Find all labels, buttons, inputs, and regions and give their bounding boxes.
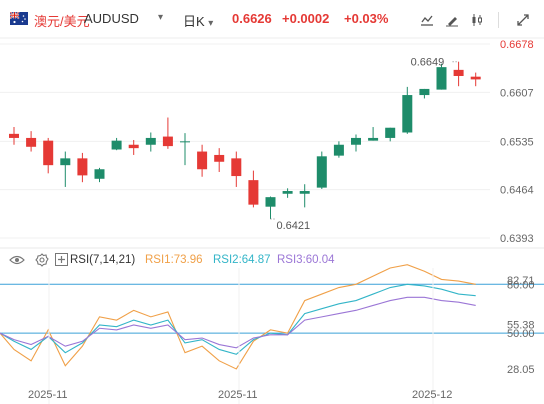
indicator-button[interactable] bbox=[416, 10, 438, 30]
candle-body[interactable] bbox=[197, 151, 208, 170]
rsi-tick-label: 50.00 bbox=[507, 328, 535, 340]
candle-body[interactable] bbox=[436, 67, 447, 90]
candle-body[interactable] bbox=[453, 69, 464, 76]
last-price: 0.6626 bbox=[232, 11, 272, 26]
candle-body[interactable] bbox=[9, 133, 19, 138]
rsi1-value: RSI1:73.96 bbox=[145, 254, 203, 266]
price-tick-label: 0.6678 bbox=[500, 39, 534, 51]
rsi-tick-label: 55.38 bbox=[507, 319, 535, 331]
candle-body[interactable] bbox=[128, 144, 139, 149]
candle-body[interactable] bbox=[26, 137, 37, 147]
candle-body[interactable] bbox=[231, 158, 242, 177]
candle-body[interactable] bbox=[299, 191, 310, 194]
gear-icon[interactable] bbox=[35, 253, 49, 267]
candle-body[interactable] bbox=[265, 197, 276, 207]
candle-body[interactable] bbox=[470, 76, 481, 80]
period-dropdown-caret: ▾ bbox=[208, 18, 214, 29]
candle-body[interactable] bbox=[111, 140, 122, 150]
indicator-legend: RSI(7,14,21) RSI1:73.96 RSI2:64.87 RSI3:… bbox=[0, 251, 544, 269]
candle-body[interactable] bbox=[94, 169, 105, 179]
candle-body[interactable] bbox=[316, 156, 327, 188]
rsi2-value: RSI2:64.87 bbox=[213, 254, 271, 266]
price-change: +0.0002 bbox=[282, 11, 330, 26]
candle-body[interactable] bbox=[60, 158, 71, 166]
candle-body[interactable] bbox=[282, 191, 293, 194]
candle-body[interactable] bbox=[333, 144, 344, 156]
indicator-name: RSI(7,14,21) bbox=[70, 254, 136, 266]
candle-body[interactable] bbox=[145, 137, 156, 145]
candle-body[interactable] bbox=[77, 158, 88, 176]
candle-body[interactable] bbox=[351, 137, 361, 145]
symbol-code[interactable]: AUDUSD bbox=[84, 11, 139, 26]
price-tick-label: 0.6535 bbox=[500, 136, 534, 148]
price-tick-label: 0.6393 bbox=[500, 233, 534, 245]
low-price-note: 0.6421 bbox=[277, 220, 311, 232]
australia-flag-icon bbox=[10, 12, 28, 25]
rsi-tick-label: 28.05 bbox=[507, 364, 535, 376]
indicator-icon bbox=[421, 15, 433, 26]
period-selector[interactable]: 日K ▾ bbox=[183, 11, 213, 30]
x-axis-label: 2025-11 bbox=[218, 389, 258, 401]
x-axis-label: 2025-12 bbox=[412, 389, 452, 401]
candle-body[interactable] bbox=[248, 180, 259, 205]
candle-body[interactable] bbox=[368, 137, 379, 141]
candle-body[interactable] bbox=[419, 88, 430, 96]
candle-body[interactable] bbox=[214, 154, 225, 162]
candle-body[interactable] bbox=[162, 136, 173, 147]
rsi2-line bbox=[0, 283, 476, 355]
add-indicator-icon[interactable] bbox=[55, 253, 68, 266]
fullscreen-icon bbox=[517, 14, 529, 26]
draw-icon bbox=[446, 17, 458, 27]
draw-button[interactable] bbox=[441, 10, 463, 30]
rsi3-value: RSI3:60.04 bbox=[277, 254, 335, 266]
candle-body[interactable] bbox=[402, 95, 413, 133]
rsi3-line bbox=[0, 296, 476, 349]
candle-body[interactable] bbox=[180, 141, 190, 143]
high-price-note: 0.6649 bbox=[411, 57, 445, 69]
candle-body[interactable] bbox=[385, 127, 396, 138]
candle-type-button[interactable] bbox=[466, 10, 488, 30]
toolbar-divider bbox=[498, 12, 499, 28]
price-tick-label: 0.6464 bbox=[500, 185, 534, 197]
candle-type-icon bbox=[472, 14, 482, 26]
price-change-percent: +0.03% bbox=[344, 11, 389, 26]
rsi-tick-label: 80.00 bbox=[507, 279, 535, 291]
x-axis-label: 2025-11 bbox=[28, 389, 68, 401]
symbol-name[interactable]: 澳元/美元 bbox=[34, 14, 90, 29]
period-label: 日K bbox=[183, 14, 205, 29]
visibility-icon[interactable] bbox=[9, 254, 25, 266]
price-tick-label: 0.6607 bbox=[500, 87, 534, 99]
rsi1-line bbox=[0, 264, 476, 370]
candle-body[interactable] bbox=[43, 140, 54, 166]
chart-header: 澳元/美元 AUDUSD ▾ 日K ▾ 0.6626 +0.0002 +0.03… bbox=[0, 0, 544, 38]
fullscreen-button[interactable] bbox=[512, 10, 534, 30]
symbol-dropdown-caret[interactable]: ▾ bbox=[158, 12, 164, 23]
rsi-tick-label: 82.71 bbox=[507, 275, 535, 287]
